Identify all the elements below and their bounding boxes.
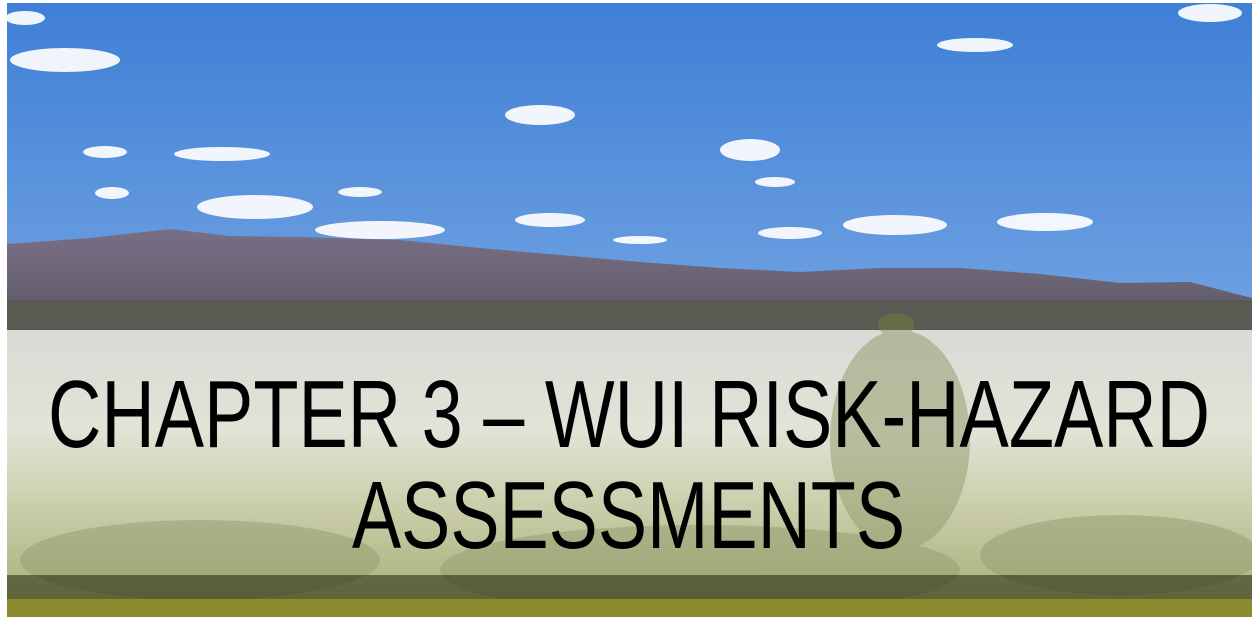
title-line: ASSESSMENTS [352, 462, 905, 569]
cover: CHAPTER 3 – WUI RISK-HAZARD ASSESSMENTS [0, 0, 1254, 619]
page: CHAPTER 3 – WUI RISK-HAZARD ASSESSMENTS … [0, 0, 1254, 619]
title-line: CHAPTER 3 – WUI RISK-HAZARD [48, 361, 1210, 468]
